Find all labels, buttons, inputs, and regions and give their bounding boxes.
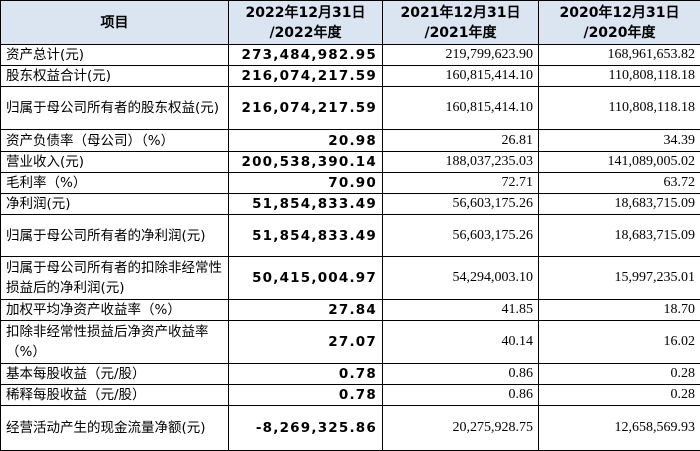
label-cell: 经营活动产生的现金流量净额(元) (1, 406, 229, 451)
label-cell: 资产总计(元) (1, 45, 229, 66)
value-cell: 219,799,623.90 (383, 45, 539, 66)
label-cell: 毛利率（%） (1, 173, 229, 194)
value-cell: 141,089,005.02 (539, 152, 700, 173)
label-cell: 基本每股收益（元/股） (1, 364, 229, 385)
value-cell: 18,683,715.09 (539, 215, 700, 257)
value-cell: 110,808,118.18 (539, 87, 700, 130)
label-cell: 归属于母公司所有者的股东权益(元) (1, 87, 229, 130)
value-cell: 20,275,928.75 (383, 406, 539, 451)
value-cell: 216,074,217.59 (229, 87, 383, 130)
value-cell: 18.70 (539, 300, 700, 321)
value-cell: 188,037,235.03 (383, 152, 539, 173)
header-cell: 项目 (1, 1, 229, 45)
header-line: /2020年度 (544, 23, 695, 43)
value-cell: 56,603,175.26 (383, 194, 539, 215)
value-cell: 0.78 (229, 385, 383, 406)
value-cell: 16.02 (539, 321, 700, 364)
value-cell: 0.28 (539, 385, 700, 406)
header-cell: 2022年12月31日/2022年度 (229, 1, 383, 45)
value-cell: 200,538,390.14 (229, 152, 383, 173)
header-cell: 2021年12月31日/2021年度 (383, 1, 539, 45)
value-cell: 0.78 (229, 364, 383, 385)
value-cell: 12,658,569.93 (539, 406, 700, 451)
value-cell: 18,683,715.09 (539, 194, 700, 215)
value-cell: 27.84 (229, 300, 383, 321)
value-cell: 20.98 (229, 130, 383, 152)
value-cell: 41.85 (383, 300, 539, 321)
value-cell: 50,415,004.97 (229, 257, 383, 300)
header-line: /2022年度 (234, 23, 377, 43)
value-cell: 168,961,653.82 (539, 45, 700, 66)
label-cell: 稀释每股收益（元/股） (1, 385, 229, 406)
value-cell: 56,603,175.26 (383, 215, 539, 257)
value-cell: 26.81 (383, 130, 539, 152)
header-line: 2022年12月31日 (234, 3, 377, 23)
value-cell: 72.71 (383, 173, 539, 194)
label-cell: 股东权益合计(元) (1, 66, 229, 87)
value-cell: 160,815,414.10 (383, 87, 539, 130)
header-cell: 2020年12月31日/2020年度 (539, 1, 700, 45)
value-cell: 63.72 (539, 173, 700, 194)
value-cell: 0.86 (383, 385, 539, 406)
label-cell: 资产负债率（母公司）（%） (1, 130, 229, 152)
label-cell: 营业收入(元) (1, 152, 229, 173)
value-cell: 54,294,003.10 (383, 257, 539, 300)
label-cell: 加权平均净资产收益率（%） (1, 300, 229, 321)
label-cell: 归属于母公司所有者的净利润(元) (1, 215, 229, 257)
value-cell: 51,854,833.49 (229, 215, 383, 257)
header-line: 2020年12月31日 (544, 3, 695, 23)
value-cell: 40.14 (383, 321, 539, 364)
label-cell: 扣除非经常性损益后净资产收益率（%） (1, 321, 229, 364)
header-line: /2021年度 (388, 23, 533, 43)
value-cell: 51,854,833.49 (229, 194, 383, 215)
value-cell: 27.07 (229, 321, 383, 364)
label-cell: 归属于母公司所有者的扣除非经常性损益后的净利润(元) (1, 257, 229, 300)
header-line: 2021年12月31日 (388, 3, 533, 23)
value-cell: 160,815,414.10 (383, 66, 539, 87)
value-cell: 15,997,235.01 (539, 257, 700, 300)
value-cell: 0.86 (383, 364, 539, 385)
value-cell: 70.90 (229, 173, 383, 194)
value-cell: 34.39 (539, 130, 700, 152)
label-cell: 净利润(元) (1, 194, 229, 215)
value-cell: 216,074,217.59 (229, 66, 383, 87)
value-cell: 0.28 (539, 364, 700, 385)
value-cell: -8,269,325.86 (229, 406, 383, 451)
value-cell: 110,808,118.18 (539, 66, 700, 87)
value-cell: 273,484,982.95 (229, 45, 383, 66)
